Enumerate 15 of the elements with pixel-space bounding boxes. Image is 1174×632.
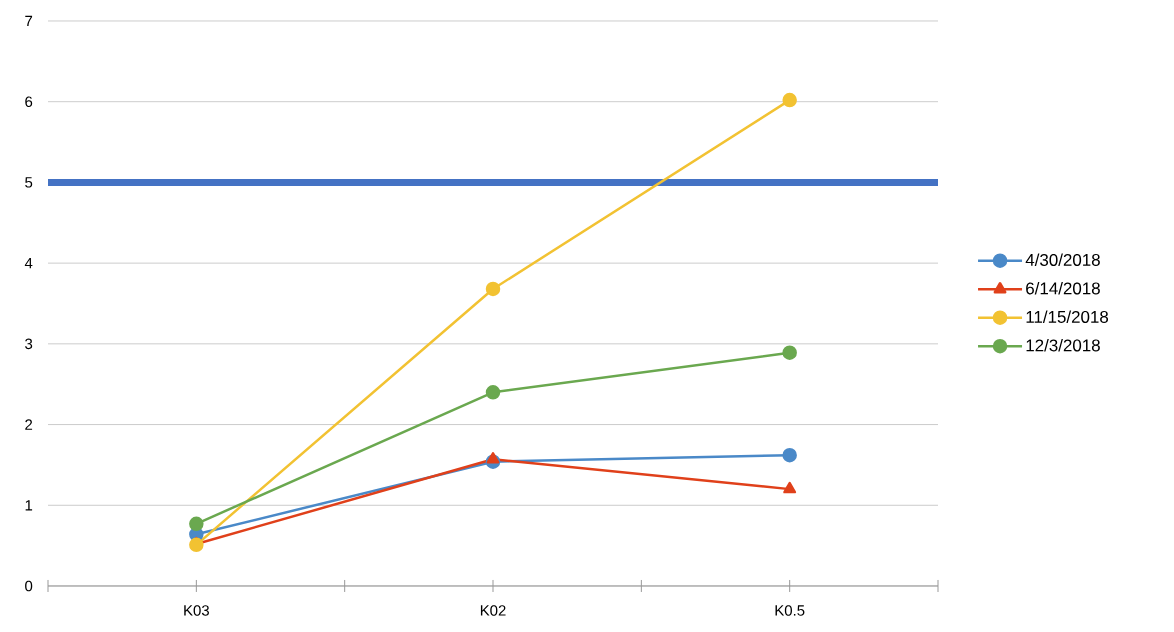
- legend-label: 12/3/2018: [1026, 338, 1100, 352]
- legend-label: 11/15/2018: [1026, 310, 1109, 323]
- y-tick-label: 3: [25, 338, 33, 350]
- x-tick-label: K02: [480, 605, 506, 616]
- y-tick-label: 7: [25, 15, 33, 27]
- y-tick-label: 5: [25, 177, 33, 188]
- y-tick-label: 0: [25, 580, 33, 592]
- y-tick-label: 1: [25, 500, 33, 511]
- y-tick-label: 2: [25, 419, 33, 430]
- y-tick-label: 6: [25, 96, 33, 107]
- x-tick-label: K0.5: [775, 605, 805, 616]
- legend-label: 4/30/2018: [1025, 253, 1100, 266]
- x-tick-label: K03: [184, 605, 209, 616]
- y-tick-label: 4: [24, 257, 33, 269]
- legend-label: 6/14/2018: [1026, 281, 1100, 295]
